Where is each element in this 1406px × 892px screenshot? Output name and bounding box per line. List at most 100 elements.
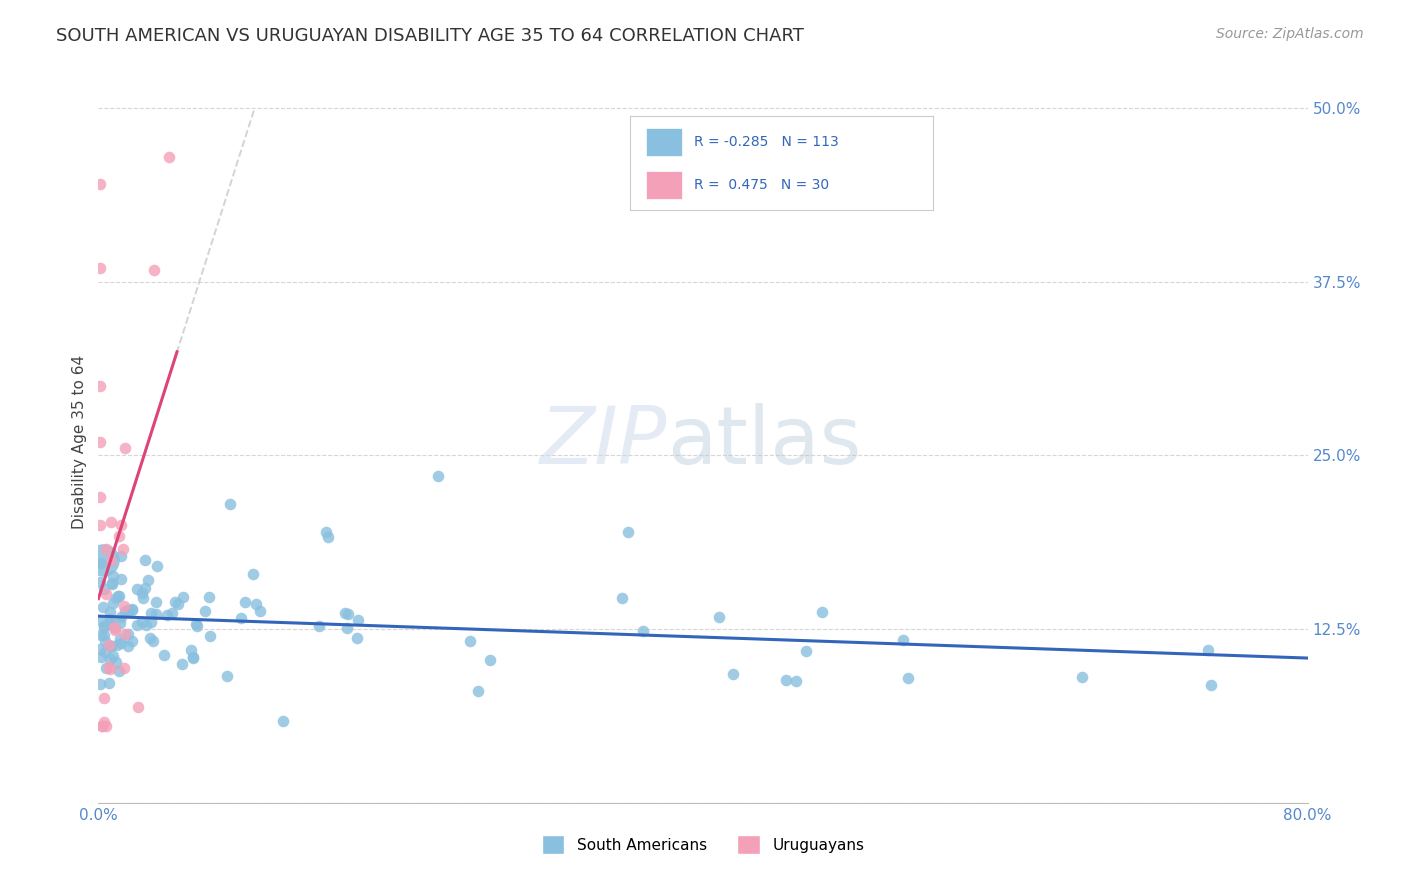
Point <box>336 621 359 635</box>
Point <box>346 631 368 645</box>
Point <box>96 587 118 601</box>
Point <box>215 669 238 683</box>
Point <box>173 590 195 604</box>
Point <box>89 178 111 192</box>
Point <box>93 628 115 642</box>
Point <box>90 614 112 628</box>
Y-axis label: Disability Age 35 to 64: Disability Age 35 to 64 <box>72 354 87 529</box>
Point <box>631 624 654 638</box>
Point <box>721 667 744 681</box>
Point <box>172 657 194 671</box>
Point <box>897 671 920 685</box>
Point <box>117 603 139 617</box>
Point <box>249 604 271 618</box>
Point <box>153 648 176 663</box>
Point <box>112 541 135 556</box>
Point <box>427 469 450 483</box>
Point <box>136 574 159 588</box>
Point <box>89 642 111 657</box>
Point <box>91 600 114 615</box>
Point <box>114 441 136 455</box>
Text: SOUTH AMERICAN VS URUGUAYAN DISABILITY AGE 35 TO 64 CORRELATION CHART: SOUTH AMERICAN VS URUGUAYAN DISABILITY A… <box>56 27 804 45</box>
Point <box>101 648 124 663</box>
Point <box>318 531 340 545</box>
Point <box>103 569 125 583</box>
Point <box>131 586 153 600</box>
Point <box>163 595 186 609</box>
Legend: South Americans, Uruguayans: South Americans, Uruguayans <box>536 830 870 860</box>
Point <box>145 595 167 609</box>
Point <box>219 497 242 511</box>
Point <box>139 632 162 646</box>
Point <box>233 595 256 609</box>
Point <box>94 719 117 733</box>
Point <box>110 636 132 650</box>
Point <box>100 639 122 653</box>
Point <box>198 590 221 604</box>
Point <box>271 714 294 728</box>
Point <box>110 518 132 533</box>
Point <box>105 638 128 652</box>
Point <box>709 609 731 624</box>
Point <box>1071 670 1094 684</box>
Point <box>89 379 111 393</box>
Point <box>242 566 264 581</box>
Point <box>117 640 139 654</box>
Point <box>142 263 165 277</box>
Point <box>97 660 120 674</box>
Point <box>93 714 115 729</box>
Point <box>110 549 132 563</box>
Point <box>121 602 143 616</box>
Point <box>127 582 149 596</box>
Point <box>794 644 817 658</box>
Point <box>131 615 153 629</box>
Point <box>98 605 121 619</box>
Point <box>91 552 114 566</box>
Point <box>186 619 208 633</box>
Point <box>775 673 797 687</box>
Point <box>891 632 914 647</box>
Point <box>107 589 129 603</box>
Point <box>108 589 131 603</box>
Point <box>617 524 640 539</box>
Point <box>108 664 131 678</box>
Point <box>98 612 121 626</box>
Point <box>97 676 120 690</box>
Point <box>90 650 112 665</box>
Point <box>183 649 205 664</box>
Point <box>114 604 136 618</box>
Point <box>91 719 114 733</box>
Point <box>89 490 111 504</box>
Point <box>458 634 481 648</box>
Point <box>112 661 135 675</box>
Point <box>141 615 163 629</box>
Point <box>89 575 111 590</box>
Point <box>94 634 117 648</box>
Point <box>198 629 221 643</box>
Point <box>336 607 359 622</box>
Point <box>157 150 180 164</box>
Point <box>103 595 125 609</box>
Point <box>160 606 183 620</box>
Point <box>108 632 131 647</box>
Point <box>132 591 155 606</box>
Point <box>156 608 179 623</box>
Point <box>142 634 165 648</box>
Point <box>104 621 127 635</box>
Point <box>89 260 111 275</box>
Point <box>100 577 122 591</box>
Point <box>89 434 111 449</box>
Point <box>98 652 121 666</box>
Point <box>103 619 125 633</box>
Point <box>347 613 370 627</box>
Point <box>117 627 139 641</box>
Point <box>93 645 115 659</box>
Point <box>97 638 120 652</box>
Point <box>181 650 204 665</box>
Point <box>91 719 114 733</box>
Point <box>121 603 143 617</box>
Point <box>1199 678 1222 692</box>
Point <box>112 599 135 614</box>
Point <box>104 655 127 669</box>
Point <box>100 639 122 653</box>
